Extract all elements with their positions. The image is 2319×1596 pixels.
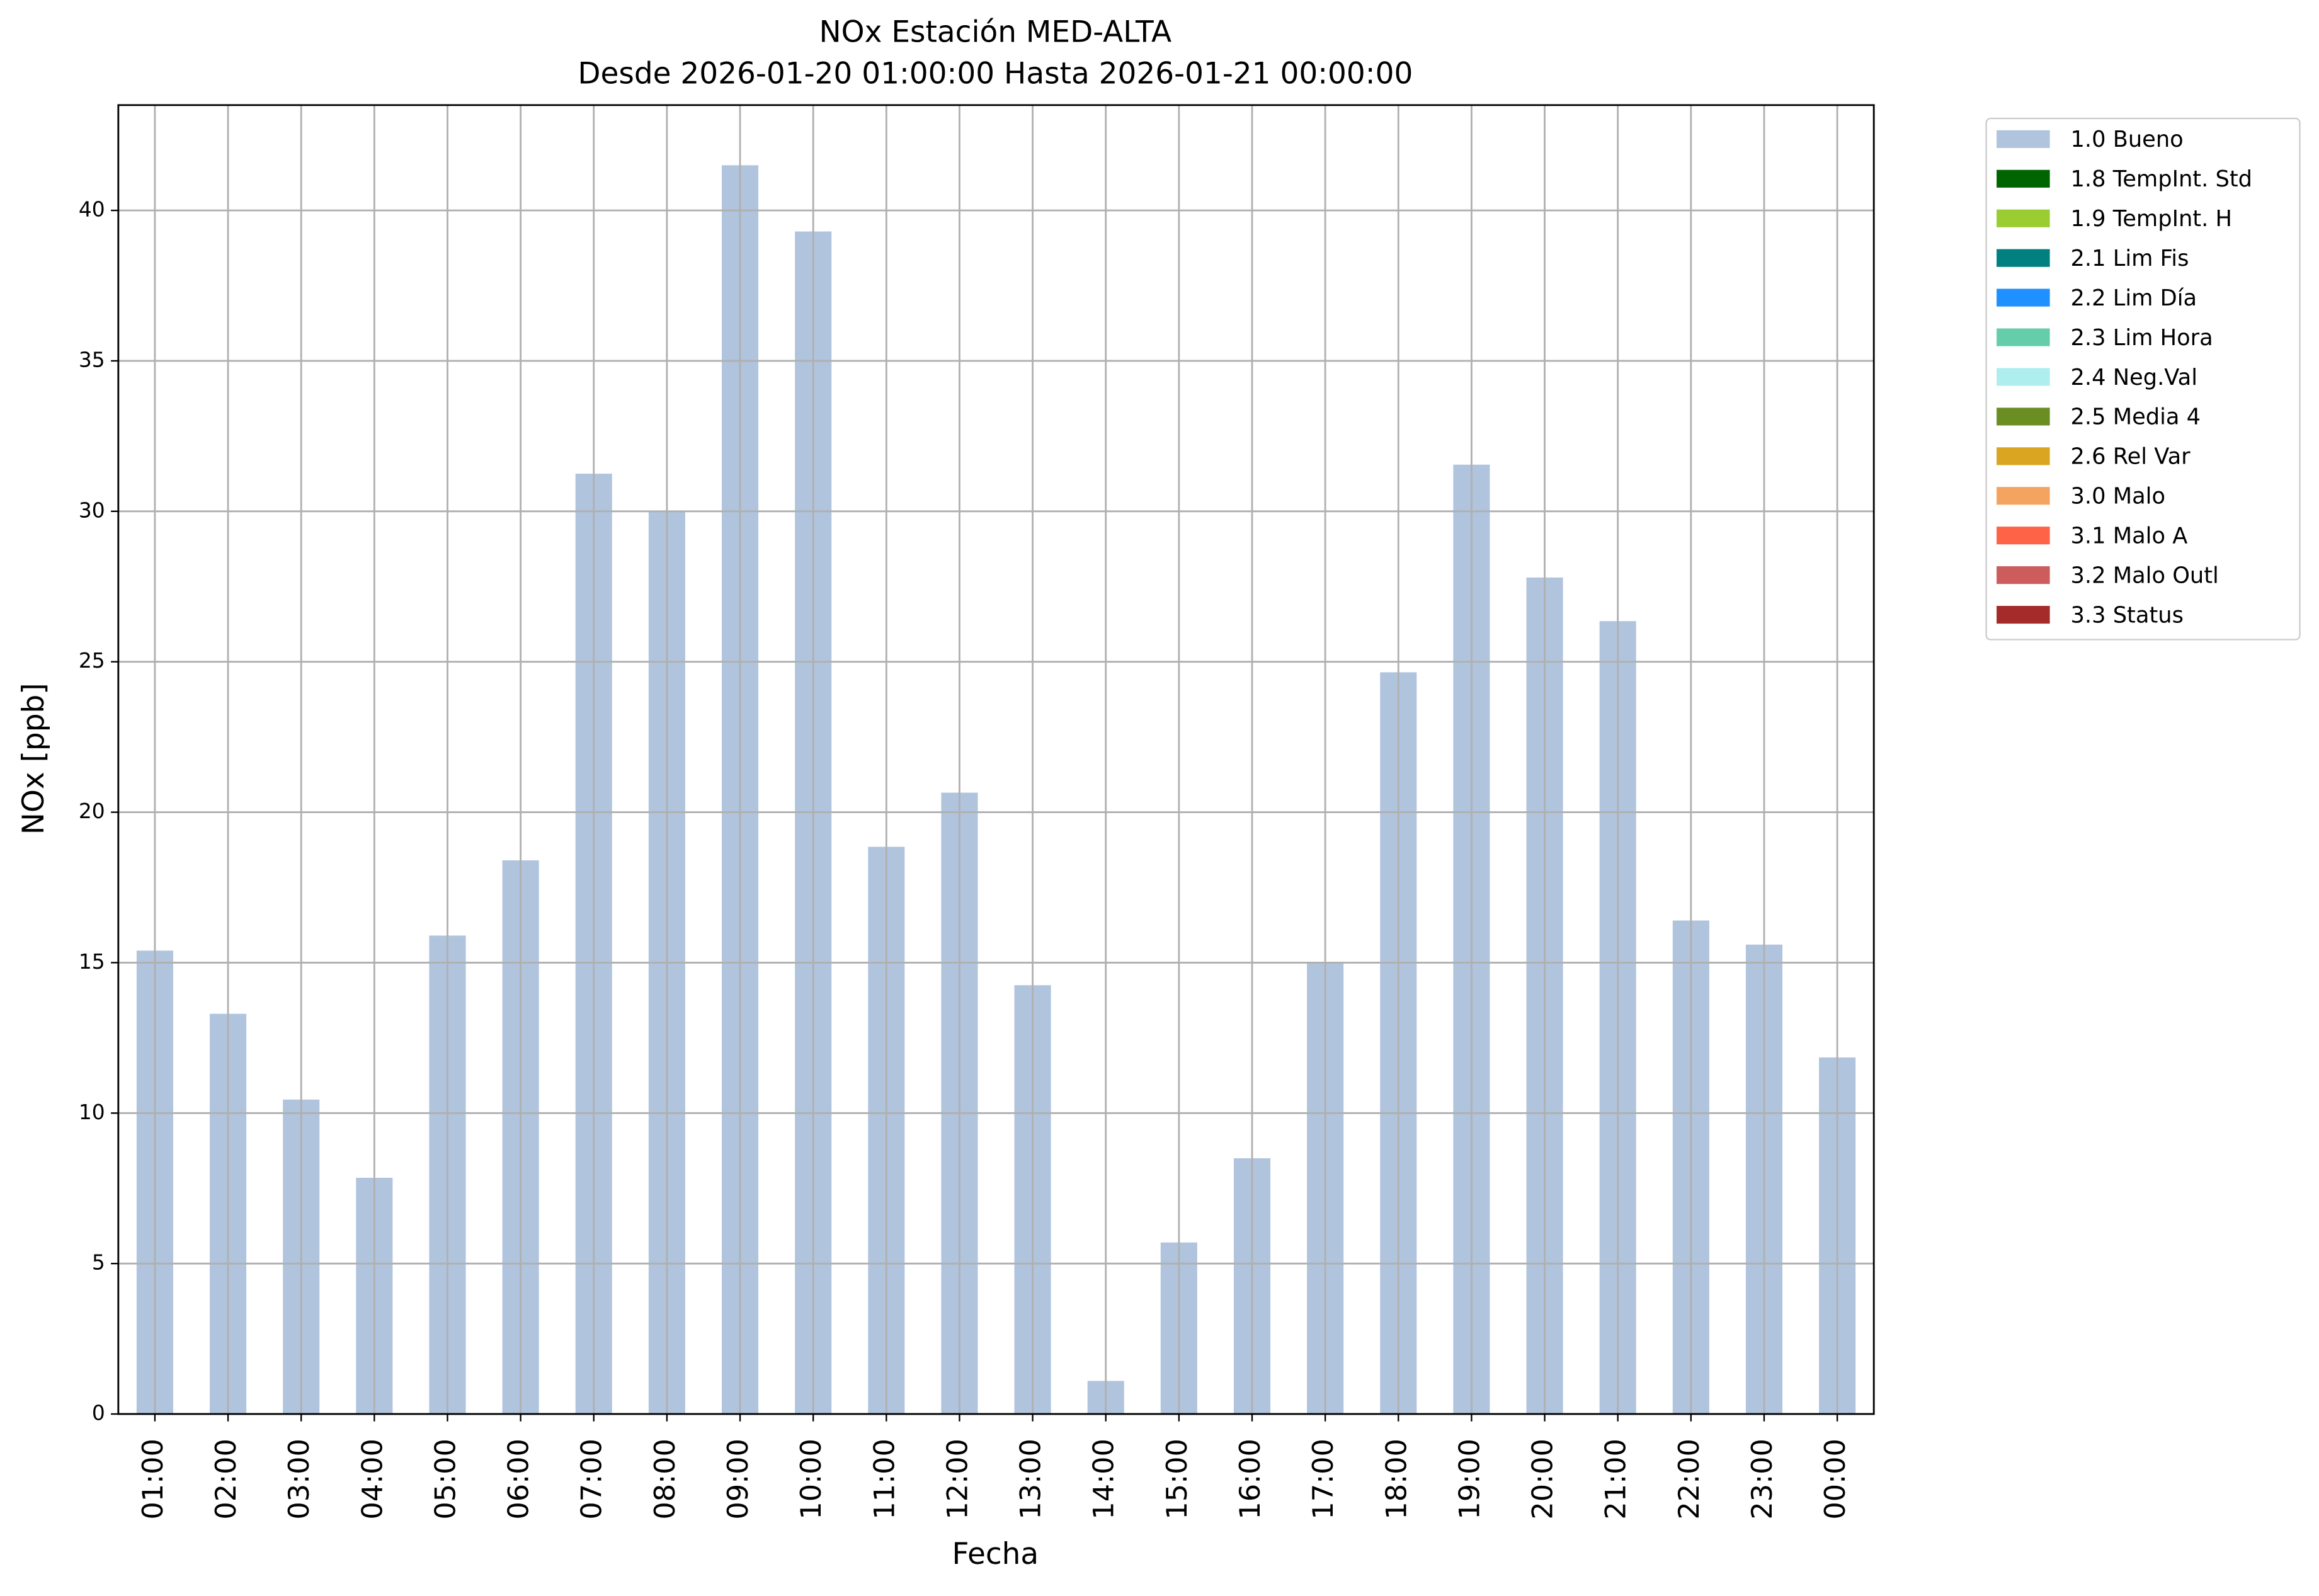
x-tick-label: 11:00 [868,1439,901,1520]
x-tick-label: 09:00 [722,1439,755,1520]
chart-title: NOx Estación MED-ALTA [819,15,1172,50]
plot-frame [117,104,1875,1415]
x-axis-label: Fecha [952,1537,1039,1571]
legend-label: 2.1 Lim Fis [2071,246,2189,271]
y-tick-label: 20 [79,799,105,823]
legend-swatch [1997,328,2050,346]
legend-swatch [1997,368,2050,386]
x-tick-label: 06:00 [503,1439,535,1520]
legend-swatch [1997,209,2050,227]
legend-label: 2.6 Rel Var [2071,444,2191,470]
x-tick-label: 22:00 [1673,1439,1706,1520]
x-tick-label: 04:00 [356,1439,389,1520]
y-tick-label: 25 [79,648,105,673]
legend-label: 2.2 Lim Día [2071,285,2197,311]
legend-label: 2.3 Lim Hora [2071,325,2213,351]
legend-swatch [1997,447,2050,465]
x-tick-label: 18:00 [1380,1439,1413,1520]
x-tick-label: 13:00 [1015,1439,1047,1520]
x-tick-label: 01:00 [137,1439,169,1520]
legend-swatch [1997,130,2050,148]
legend-swatch [1997,566,2050,584]
legend-box [1985,117,2301,641]
y-tick-label: 35 [79,347,105,372]
x-tick-label: 03:00 [283,1439,316,1520]
legend-label: 3.2 Malo Outl [2071,562,2219,588]
x-tick-label: 12:00 [941,1439,974,1520]
x-tick-label: 23:00 [1746,1439,1779,1520]
x-tick-label: 17:00 [1307,1439,1340,1520]
x-tick-label: 19:00 [1453,1439,1486,1520]
legend-swatch [1997,605,2050,624]
x-tick-label: 16:00 [1234,1439,1267,1520]
x-tick-label: 07:00 [576,1439,608,1520]
x-tick-label: 21:00 [1600,1439,1632,1520]
y-tick-label: 15 [79,949,105,974]
legend-swatch [1997,169,2050,188]
y-tick-label: 40 [79,197,105,222]
legend-swatch [1997,487,2050,505]
chart-subtitle: Desde 2026-01-20 01:00:00 Hasta 2026-01-… [578,56,1413,91]
legend-swatch [1997,527,2050,545]
x-tick-label: 00:00 [1819,1439,1852,1520]
x-tick-label: 02:00 [210,1439,242,1520]
y-tick-label: 0 [92,1401,105,1425]
y-axis-label: NOx [ppb] [16,683,51,835]
y-tick-label: 30 [79,498,105,522]
legend-label: 1.0 Bueno [2071,127,2184,152]
x-tick-label: 15:00 [1161,1439,1194,1520]
y-tick-label: 10 [79,1100,105,1124]
x-tick-label: 14:00 [1088,1439,1120,1520]
legend-swatch [1997,408,2050,426]
x-tick-label: 08:00 [649,1439,681,1520]
legend-label: 1.9 TempInt. H [2071,206,2232,232]
legend-label: 2.4 Neg.Val [2071,365,2198,390]
legend-label: 3.1 Malo A [2071,523,2188,549]
legend-swatch [1997,288,2050,307]
legend-label: 3.3 Status [2071,602,2184,628]
legend-swatch [1997,249,2050,267]
x-tick-label: 20:00 [1527,1439,1559,1520]
legend-label: 3.0 Malo [2071,484,2166,510]
y-tick-label: 5 [92,1250,105,1275]
x-tick-label: 05:00 [429,1439,462,1520]
legend-label: 2.5 Media 4 [2071,404,2201,430]
legend-label: 1.8 TempInt. Std [2071,166,2252,192]
x-tick-label: 10:00 [795,1439,828,1520]
